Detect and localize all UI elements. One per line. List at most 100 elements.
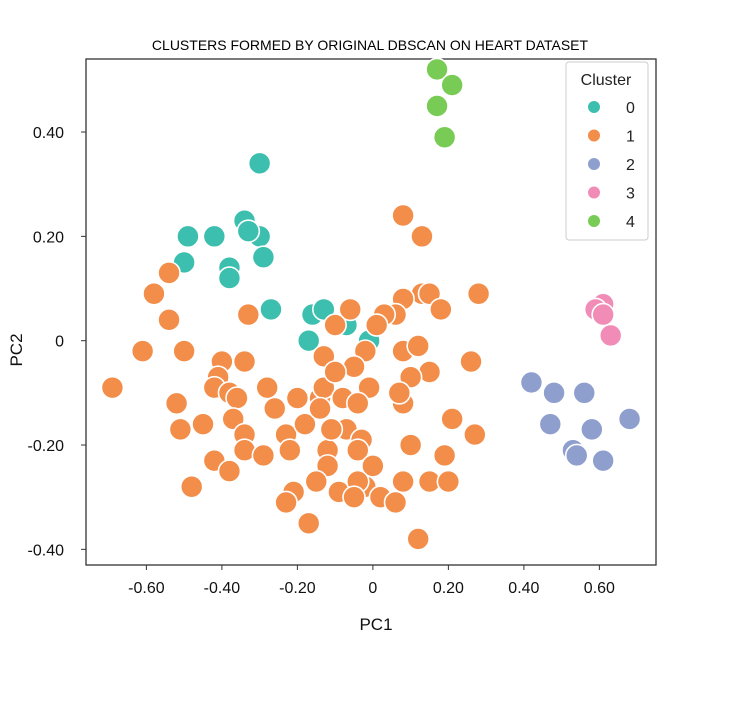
cluster-2-point <box>538 412 563 436</box>
cluster-1-point <box>463 422 487 447</box>
x-axis-ticks: -0.60 -0.40 -0.20 0 0.20 0.40 0.60 <box>128 565 615 597</box>
cluster-1-point <box>293 412 317 436</box>
cluster-1-point <box>319 417 344 442</box>
x-tick-label: 0.40 <box>508 580 539 597</box>
cluster-3-point <box>591 302 615 327</box>
cluster-1-point <box>432 443 457 468</box>
cluster-2-point <box>591 448 615 473</box>
cluster-1-point <box>429 297 453 322</box>
cluster-1-point <box>391 469 415 494</box>
cluster-1-point <box>191 412 215 436</box>
cluster-0-point <box>217 266 242 290</box>
y-tick-label: -0.40 <box>28 542 65 559</box>
legend-label-3: 3 <box>626 186 635 203</box>
cluster-1-point <box>157 261 181 285</box>
cluster-4-point <box>440 73 464 97</box>
cluster-1-point <box>262 396 287 421</box>
cluster-1-point <box>232 349 257 374</box>
cluster-2-point <box>572 381 597 405</box>
cluster-1-point <box>436 469 461 494</box>
cluster-1-point <box>383 490 408 515</box>
cluster-1-point <box>172 339 196 363</box>
cluster-1-point <box>466 281 491 306</box>
legend-label-2: 2 <box>626 157 635 174</box>
x-tick-label: 0 <box>368 580 377 597</box>
cluster-1-point <box>285 386 310 410</box>
cluster-1-point <box>338 297 363 322</box>
cluster-1-point <box>361 454 385 478</box>
cluster-1-point <box>278 438 302 463</box>
y-axis-ticks: 0.40 0.20 0 -0.20 -0.40 <box>28 125 86 559</box>
cluster-1-point <box>406 527 430 551</box>
cluster-1-point <box>398 433 423 457</box>
cluster-1-point <box>130 339 155 363</box>
cluster-3-point <box>598 323 623 348</box>
cluster-1-point <box>406 334 430 358</box>
cluster-1-point <box>255 375 279 400</box>
cluster-1-point <box>296 511 321 536</box>
cluster-0-point <box>236 219 261 243</box>
cluster-0-point <box>176 224 200 249</box>
chart-title: CLUSTERS FORMED BY ORIGINAL DBSCAN ON HE… <box>152 37 589 53</box>
legend-swatch-3 <box>587 185 601 200</box>
cluster-2-point <box>580 417 604 442</box>
legend-swatch-0 <box>587 100 601 114</box>
cluster-1-point <box>100 375 125 400</box>
x-axis-title: PC1 <box>359 615 392 634</box>
cluster-0-point <box>296 328 321 353</box>
cluster-1-point <box>274 490 298 515</box>
cluster-1-point <box>217 459 242 483</box>
cluster-1-point <box>345 391 370 416</box>
legend-label-4: 4 <box>626 214 635 231</box>
y-tick-label: -0.20 <box>28 438 65 455</box>
y-tick-label: 0.20 <box>33 229 64 246</box>
cluster-4-point <box>425 57 449 82</box>
cluster-0-point <box>247 151 272 176</box>
y-tick-label: 0 <box>55 334 64 351</box>
plot-frame <box>85 58 657 566</box>
cluster-1-point <box>440 407 464 431</box>
cluster-1-point <box>459 349 483 374</box>
cluster-2-point <box>617 407 642 431</box>
x-tick-label: -0.60 <box>128 580 165 597</box>
legend-swatch-2 <box>587 157 601 171</box>
legend-swatch-4 <box>587 214 601 228</box>
cluster-1-point <box>168 417 193 442</box>
cluster-1-point <box>164 391 189 416</box>
x-tick-label: -0.40 <box>204 580 241 597</box>
y-tick-label: 0.40 <box>33 125 64 142</box>
x-tick-label: -0.20 <box>279 580 316 597</box>
cluster-1-point <box>142 281 166 306</box>
cluster-1-point <box>179 474 204 499</box>
cluster-2-point <box>542 381 566 405</box>
cluster-2-point <box>519 370 544 395</box>
cluster-1-point <box>323 360 347 384</box>
cluster-1-point <box>225 386 249 410</box>
cluster-2-point <box>564 443 589 468</box>
cluster-1-point <box>364 313 389 337</box>
legend: Cluster 0 1 2 3 4 <box>565 61 649 241</box>
cluster-1-point <box>410 224 434 249</box>
cluster-0-point <box>259 297 283 322</box>
cluster-1-point <box>157 308 181 332</box>
legend-label-1: 1 <box>626 129 635 146</box>
cluster-1-point <box>308 396 332 421</box>
legend-box <box>565 61 649 241</box>
cluster-1-point <box>304 469 329 494</box>
legend-title: Cluster <box>581 72 632 89</box>
cluster-0-point <box>251 245 276 270</box>
cluster-1-point <box>251 443 276 468</box>
legend-swatch-1 <box>587 128 601 143</box>
data-points <box>100 57 642 551</box>
cluster-1-point <box>391 203 415 228</box>
cluster-4-point <box>432 125 457 150</box>
cluster-1-point <box>236 302 261 327</box>
cluster-1-point <box>387 381 412 405</box>
cluster-1-point <box>342 485 366 509</box>
x-tick-label: 0.60 <box>584 580 615 597</box>
cluster-1-point <box>345 438 370 463</box>
x-tick-label: 0.20 <box>433 580 464 597</box>
cluster-4-point <box>425 94 449 118</box>
legend-label-0: 0 <box>626 100 635 117</box>
